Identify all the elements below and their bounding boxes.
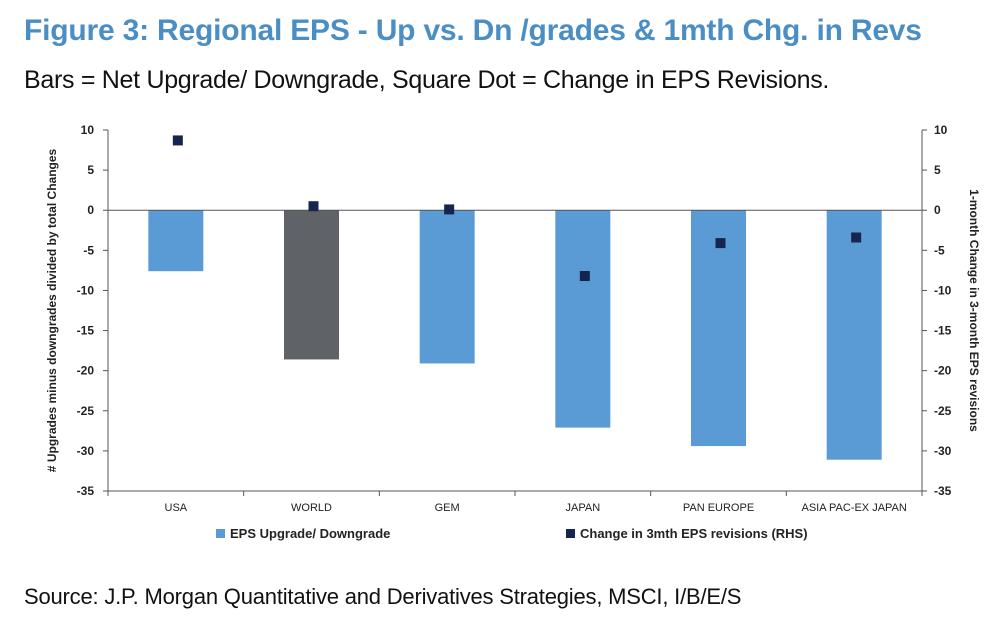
revision-dot-1: [308, 201, 319, 212]
left-tick-label-5: -15: [77, 324, 95, 338]
left-tick-label-0: 10: [81, 123, 95, 137]
left-tick-label-8: -30: [77, 444, 95, 458]
revision-dot-5: [851, 232, 862, 243]
category-label-2: GEM: [435, 502, 460, 514]
left-tick-label-9: -35: [77, 484, 95, 498]
revision-dot-3: [579, 271, 590, 282]
bar-5: [826, 210, 882, 460]
right-axis-title: 1-month Change in 3-month EPS revisions: [967, 189, 981, 432]
bar-4: [691, 210, 746, 447]
revision-dot-2: [444, 204, 455, 215]
left-tick-label-2: 0: [87, 203, 94, 217]
category-label-4: PAN EUROPE: [683, 502, 754, 514]
right-tick-label-9: -35: [934, 484, 952, 498]
revision-dot-4: [715, 238, 726, 249]
source-note: Source: J.P. Morgan Quantitative and Der…: [24, 584, 742, 609]
right-tick-label-2: 0: [934, 203, 941, 217]
category-label-5: ASIA PAC-EX JAPAN: [801, 502, 906, 514]
left-tick-label-1: 5: [87, 163, 94, 177]
chart-title: Figure 3: Regional EPS - Up vs. Dn /grad…: [24, 14, 922, 47]
revision-dot-0: [172, 135, 183, 146]
bar-3: [555, 210, 611, 428]
category-label-1: WORLD: [291, 502, 332, 514]
right-tick-label-1: 5: [934, 163, 941, 177]
right-tick-label-7: -25: [934, 404, 952, 418]
bar-1: [284, 210, 339, 360]
right-tick-label-0: 10: [934, 123, 948, 137]
regional-eps-chart: 10 5 0 -5 -10 -15 -20 -25 -30 -35 10 5 0 -5 -10 -15 -20 -…: [45, 123, 981, 541]
left-tick-label-3: -5: [83, 243, 94, 257]
legend-swatch-bars: [216, 529, 225, 538]
category-label-3: JAPAN: [566, 502, 601, 514]
right-tick-label-4: -10: [934, 283, 952, 297]
right-tick-label-6: -20: [934, 364, 952, 378]
left-tick-label-7: -25: [77, 404, 95, 418]
category-label-0: USA: [165, 502, 188, 514]
right-tick-label-5: -15: [934, 324, 952, 338]
chart-subtitle: Bars = Net Upgrade/ Downgrade, Square Do…: [24, 66, 830, 94]
legend-swatch-dots: [566, 529, 575, 538]
legend-label-dots: Change in 3mth EPS revisions (RHS): [580, 526, 808, 541]
right-tick-label-3: -5: [934, 243, 945, 257]
left-tick-label-6: -20: [77, 364, 95, 378]
legend-label-bars: EPS Upgrade/ Downgrade: [230, 526, 390, 541]
bar-0: [148, 210, 204, 272]
left-axis-title: # Upgrades minus downgrades divided by t…: [45, 148, 59, 472]
bar-2: [419, 210, 475, 364]
left-tick-label-4: -10: [77, 283, 95, 297]
right-tick-label-8: -30: [934, 444, 952, 458]
